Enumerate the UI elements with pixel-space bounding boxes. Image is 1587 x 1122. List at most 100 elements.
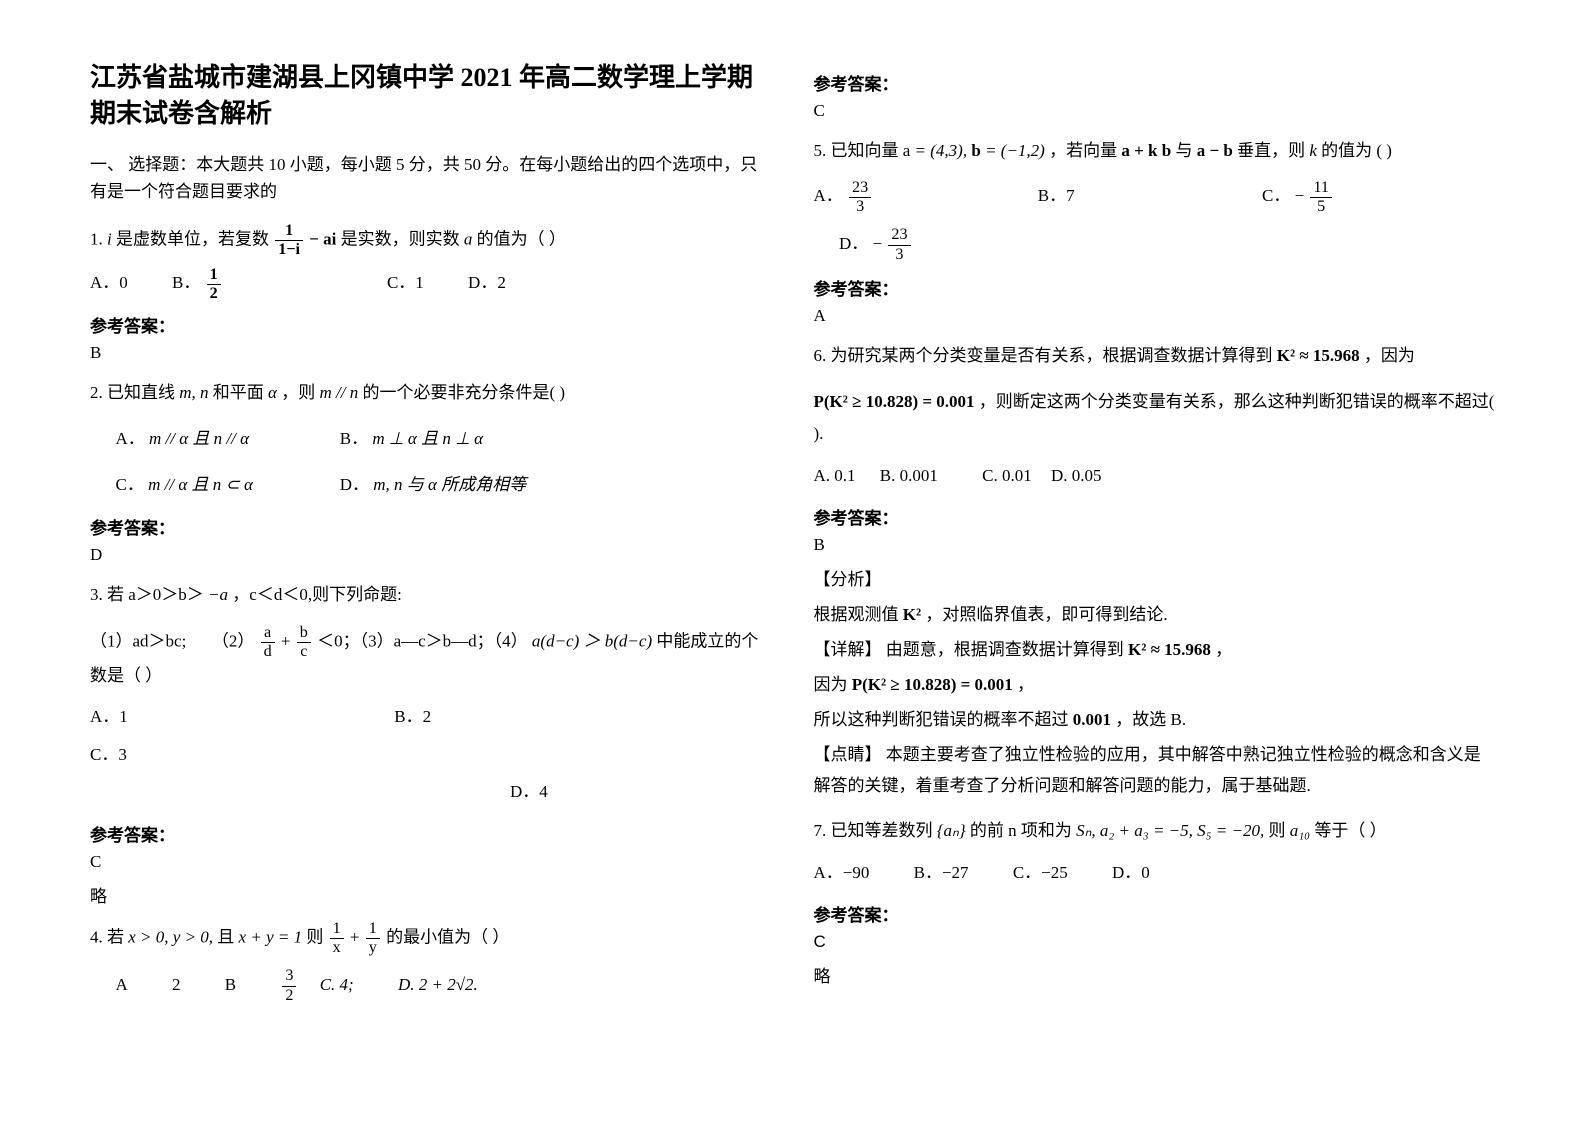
q7-an: {aₙ}	[937, 821, 966, 840]
q3-propositions: （1）ad＞bc; （2） a d + b c ＜0；（3）a—c＞b—d；（4…	[90, 625, 774, 693]
q3-nega: −a	[208, 585, 228, 604]
q6-because-txt: 因为	[814, 675, 852, 694]
q2-alpha: α	[268, 383, 277, 402]
q6-pk2: P(K² ≥ 10.828) = 0.001	[852, 675, 1013, 694]
q5-cn: 11	[1310, 180, 1332, 198]
q5-b: b	[971, 141, 985, 160]
q6-answer: B	[814, 535, 1498, 555]
q7-choice-a: A．−90	[814, 854, 870, 891]
q2-mn: m, n	[179, 383, 208, 402]
q2-mid2: ，则	[281, 383, 315, 402]
q5-dn: 23	[888, 227, 910, 245]
q4-b-frac: 3 2	[282, 968, 296, 1003]
q6-choice-d: D. 0.05	[1051, 457, 1102, 494]
exam-title: 江苏省盐城市建湖县上冈镇中学 2021 年高二数学理上学期期末试卷含解析	[90, 60, 774, 133]
q5-choices-row2: D． − 23 3	[814, 227, 1498, 263]
q4-choices: A 2 B 3 2 C. 4; D. 2 + 2√2.	[90, 968, 774, 1004]
question-6: 6. 为研究某两个分类变量是否有关系，根据调查数据计算得到 K² ≈ 15.96…	[814, 340, 1498, 372]
q5-k: k	[1309, 141, 1317, 160]
exam-page: 江苏省盐城市建湖县上冈镇中学 2021 年高二数学理上学期期末试卷含解析 一、 …	[0, 0, 1587, 1056]
q3-choice-d: D．4	[510, 773, 548, 810]
q6-detail1: 由题意，根据调查数据计算得到	[886, 640, 1128, 659]
q1-den: 1−i	[275, 241, 303, 258]
q2-mlln: m // n	[319, 383, 358, 402]
q6-k2b: K² ≈ 15.968	[1128, 640, 1211, 659]
q1-choice-a: A．0	[90, 264, 128, 301]
q5-d-frac: 23 3	[888, 227, 910, 262]
q4-answer-label: 参考答案：	[814, 70, 1498, 95]
q5-choice-a: A． 23 3	[814, 179, 1034, 215]
q2-choice-b: B． m ⊥ α 且 n ⊥ α	[340, 422, 560, 456]
q4-choice-d: D. 2 + 2√2.	[398, 968, 478, 1002]
q3-note: 略	[90, 882, 774, 907]
q4-answer: C	[814, 101, 1498, 121]
q2-c-pre: C．	[116, 475, 144, 494]
q3-stem2: ，c＜d＜0,则下列命题:	[232, 585, 402, 604]
q6-so-txt: 所以这种判断犯错误的概率不超过	[814, 710, 1073, 729]
question-5: 5. 已知向量 a = (4,3), b = (−1,2) ，若向量 a + k…	[814, 135, 1498, 167]
q7-choice-d: D．0	[1112, 854, 1150, 891]
q6-analysis2: ，对照临界值表，即可得到结论.	[925, 605, 1167, 624]
q5-mid3: 垂直，则	[1237, 141, 1309, 160]
q3-p4a: a(d−c) ＞ b(d−c)	[532, 631, 652, 650]
q5-choice-b: B．7	[1038, 179, 1258, 213]
q6-analysis: 根据观测值 K² ，对照临界值表，即可得到结论.	[814, 600, 1498, 625]
q4-a-pre: A	[116, 968, 128, 1002]
question-7: 7. 已知等差数列 {aₙ} 的前 n 项和为 Sₙ, a₂ + a₃ = −5…	[814, 815, 1498, 847]
q3-stem1: 3. 若 a＞0＞b＞	[90, 585, 204, 604]
q6-analysis1: 根据观测值	[814, 605, 903, 624]
q5-c-pre: C．	[1262, 186, 1290, 205]
q3-p2-f2n: b	[297, 625, 311, 643]
question-3: 3. 若 a＞0＞b＞ −a ，c＜d＜0,则下列命题:	[90, 579, 774, 611]
q6-choice-c: C. 0.01	[982, 457, 1032, 494]
q4-b-pre: B	[225, 968, 236, 1002]
q1-minus-ai: − ai	[309, 230, 336, 249]
question-2: 2. 已知直线 m, n 和平面 α ，则 m // n 的一个必要非充分条件是…	[90, 377, 774, 409]
q4-eq: x + y = 1	[239, 927, 303, 946]
section-1-intro: 一、 选择题：本大题共 10 小题，每小题 5 分，共 50 分。在每小题给出的…	[90, 151, 774, 205]
q5-amb: a − b	[1197, 141, 1233, 160]
q6-k2: K²	[903, 605, 921, 624]
q6-note: 【点睛】 本题主要考查了独立性检验的应用，其中解答中熟记独立性检验的概念和含义是…	[814, 740, 1498, 801]
q1-b-num: 1	[207, 267, 221, 285]
q1-answer: B	[90, 343, 774, 363]
q6-detail3: ，	[1017, 675, 1034, 694]
q6-detail2: ，	[1215, 640, 1232, 659]
q1-a: a	[464, 230, 473, 249]
q5-choice-c: C． − 11 5	[1262, 179, 1482, 215]
q4-choice-a: 2	[172, 968, 181, 1002]
q2-answer: D	[90, 545, 774, 565]
q5-mid4: 的值为 ( )	[1321, 141, 1392, 160]
q5-an: 23	[849, 180, 871, 198]
q3-p2-f2d: c	[297, 643, 311, 660]
q4-bn: 3	[282, 968, 296, 986]
q4-f1: 1 x	[330, 921, 344, 956]
q2-choices-row2: C． m // α 且 n ⊂ α D． m, n 与 α 所成角相等	[90, 468, 774, 502]
q2-mid3: 的一个必要非充分条件是( )	[362, 383, 565, 402]
q6-pk: P(K² ≥ 10.828) = 0.001	[814, 392, 975, 411]
q4-then: 则	[306, 927, 327, 946]
q7-then: 则	[1269, 821, 1286, 840]
q3-p2-f2: b c	[297, 625, 311, 660]
q5-dd: 3	[888, 246, 910, 263]
q7-stem1: 7. 已知等差数列	[814, 821, 937, 840]
q2-c-txt: m // α 且 n ⊂ α	[148, 475, 253, 494]
q2-a-txt: m // α 且 n // α	[149, 429, 249, 448]
q7-a10: a₁₀	[1290, 821, 1310, 840]
q7-choice-b: B．−27	[914, 854, 969, 891]
q3-p2-f1: a d	[261, 625, 275, 660]
q5-eq1: = (4,3),	[915, 141, 972, 160]
q7-sn: Sₙ, a₂ + a₃ = −5, S₅ = −20,	[1076, 821, 1264, 840]
q5-answer: A	[814, 306, 1498, 326]
q6-so: 所以这种判断犯错误的概率不超过 0.001 ，故选 B.	[814, 705, 1498, 730]
q5-c-neg: −	[1295, 186, 1305, 205]
q3-choice-c: C．3	[90, 736, 127, 773]
q7-note: 略	[814, 962, 1498, 987]
q4-f2n: 1	[366, 921, 380, 939]
q5-d-pre: D．	[839, 234, 868, 253]
q7-answer: C	[814, 932, 1498, 952]
q1-text-3: 的值为（ ）	[477, 230, 566, 249]
q5-a-pre: A．	[814, 186, 843, 205]
q2-choice-a: A． m // α 且 n // α	[116, 422, 336, 456]
q2-pre: 2. 已知直线	[90, 383, 175, 402]
